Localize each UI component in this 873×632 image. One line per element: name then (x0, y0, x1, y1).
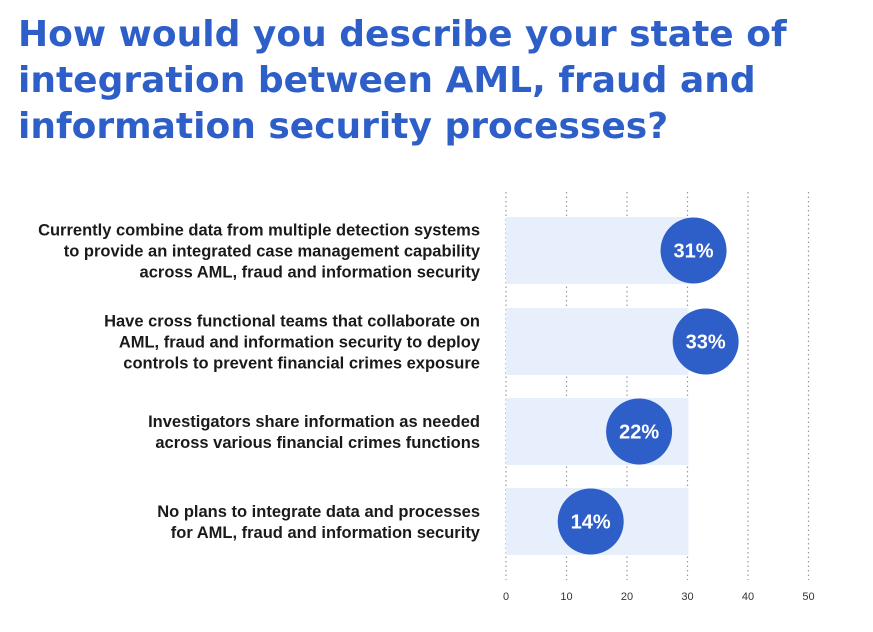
category-label: Currently combine data from multiple det… (38, 222, 480, 240)
x-tick-label: 30 (681, 591, 693, 603)
x-axis-ticks: 0 10 20 30 40 50 (503, 591, 815, 603)
value-bubble (660, 217, 727, 284)
x-tick-label: 40 (742, 591, 754, 603)
chart-title-line: integration between AML, fraud and (18, 60, 756, 101)
category-label: to provide an integrated case management… (64, 243, 481, 261)
category-label: No plans to integrate data and processes (157, 503, 480, 521)
chart-title: How would you describe your state of int… (18, 12, 787, 150)
chart-title-line: How would you describe your state of (18, 14, 787, 55)
x-tick-label: 10 (560, 591, 572, 603)
x-tick-label: 0 (503, 591, 509, 603)
value-bubble (606, 398, 673, 465)
data-label: 22% (619, 422, 659, 444)
data-label: 33% (686, 332, 726, 354)
category-label: Investigators share information as neede… (148, 413, 480, 431)
category-label: AML, fraud and information security to d… (119, 334, 481, 352)
data-label: 31% (674, 241, 714, 263)
bars: 31% 33% 22% 14% (506, 217, 739, 555)
category-label: controls to prevent financial crimes exp… (123, 355, 480, 373)
category-labels: Currently combine data from multiple det… (38, 222, 481, 543)
category-label: across various financial crimes function… (155, 434, 480, 452)
bar-background (506, 217, 689, 284)
category-label: across AML, fraud and information securi… (140, 264, 481, 282)
bar-background (506, 308, 689, 375)
value-bubble (557, 488, 624, 555)
x-tick-label: 20 (621, 591, 633, 603)
gridlines (505, 192, 810, 580)
category-label: Have cross functional teams that collabo… (104, 313, 480, 331)
category-label: for AML, fraud and information security (171, 524, 481, 542)
data-label: 14% (571, 512, 611, 534)
x-tick-label: 50 (802, 591, 814, 603)
chart-title-line: information security processes? (18, 106, 669, 147)
value-bubble (672, 308, 739, 375)
